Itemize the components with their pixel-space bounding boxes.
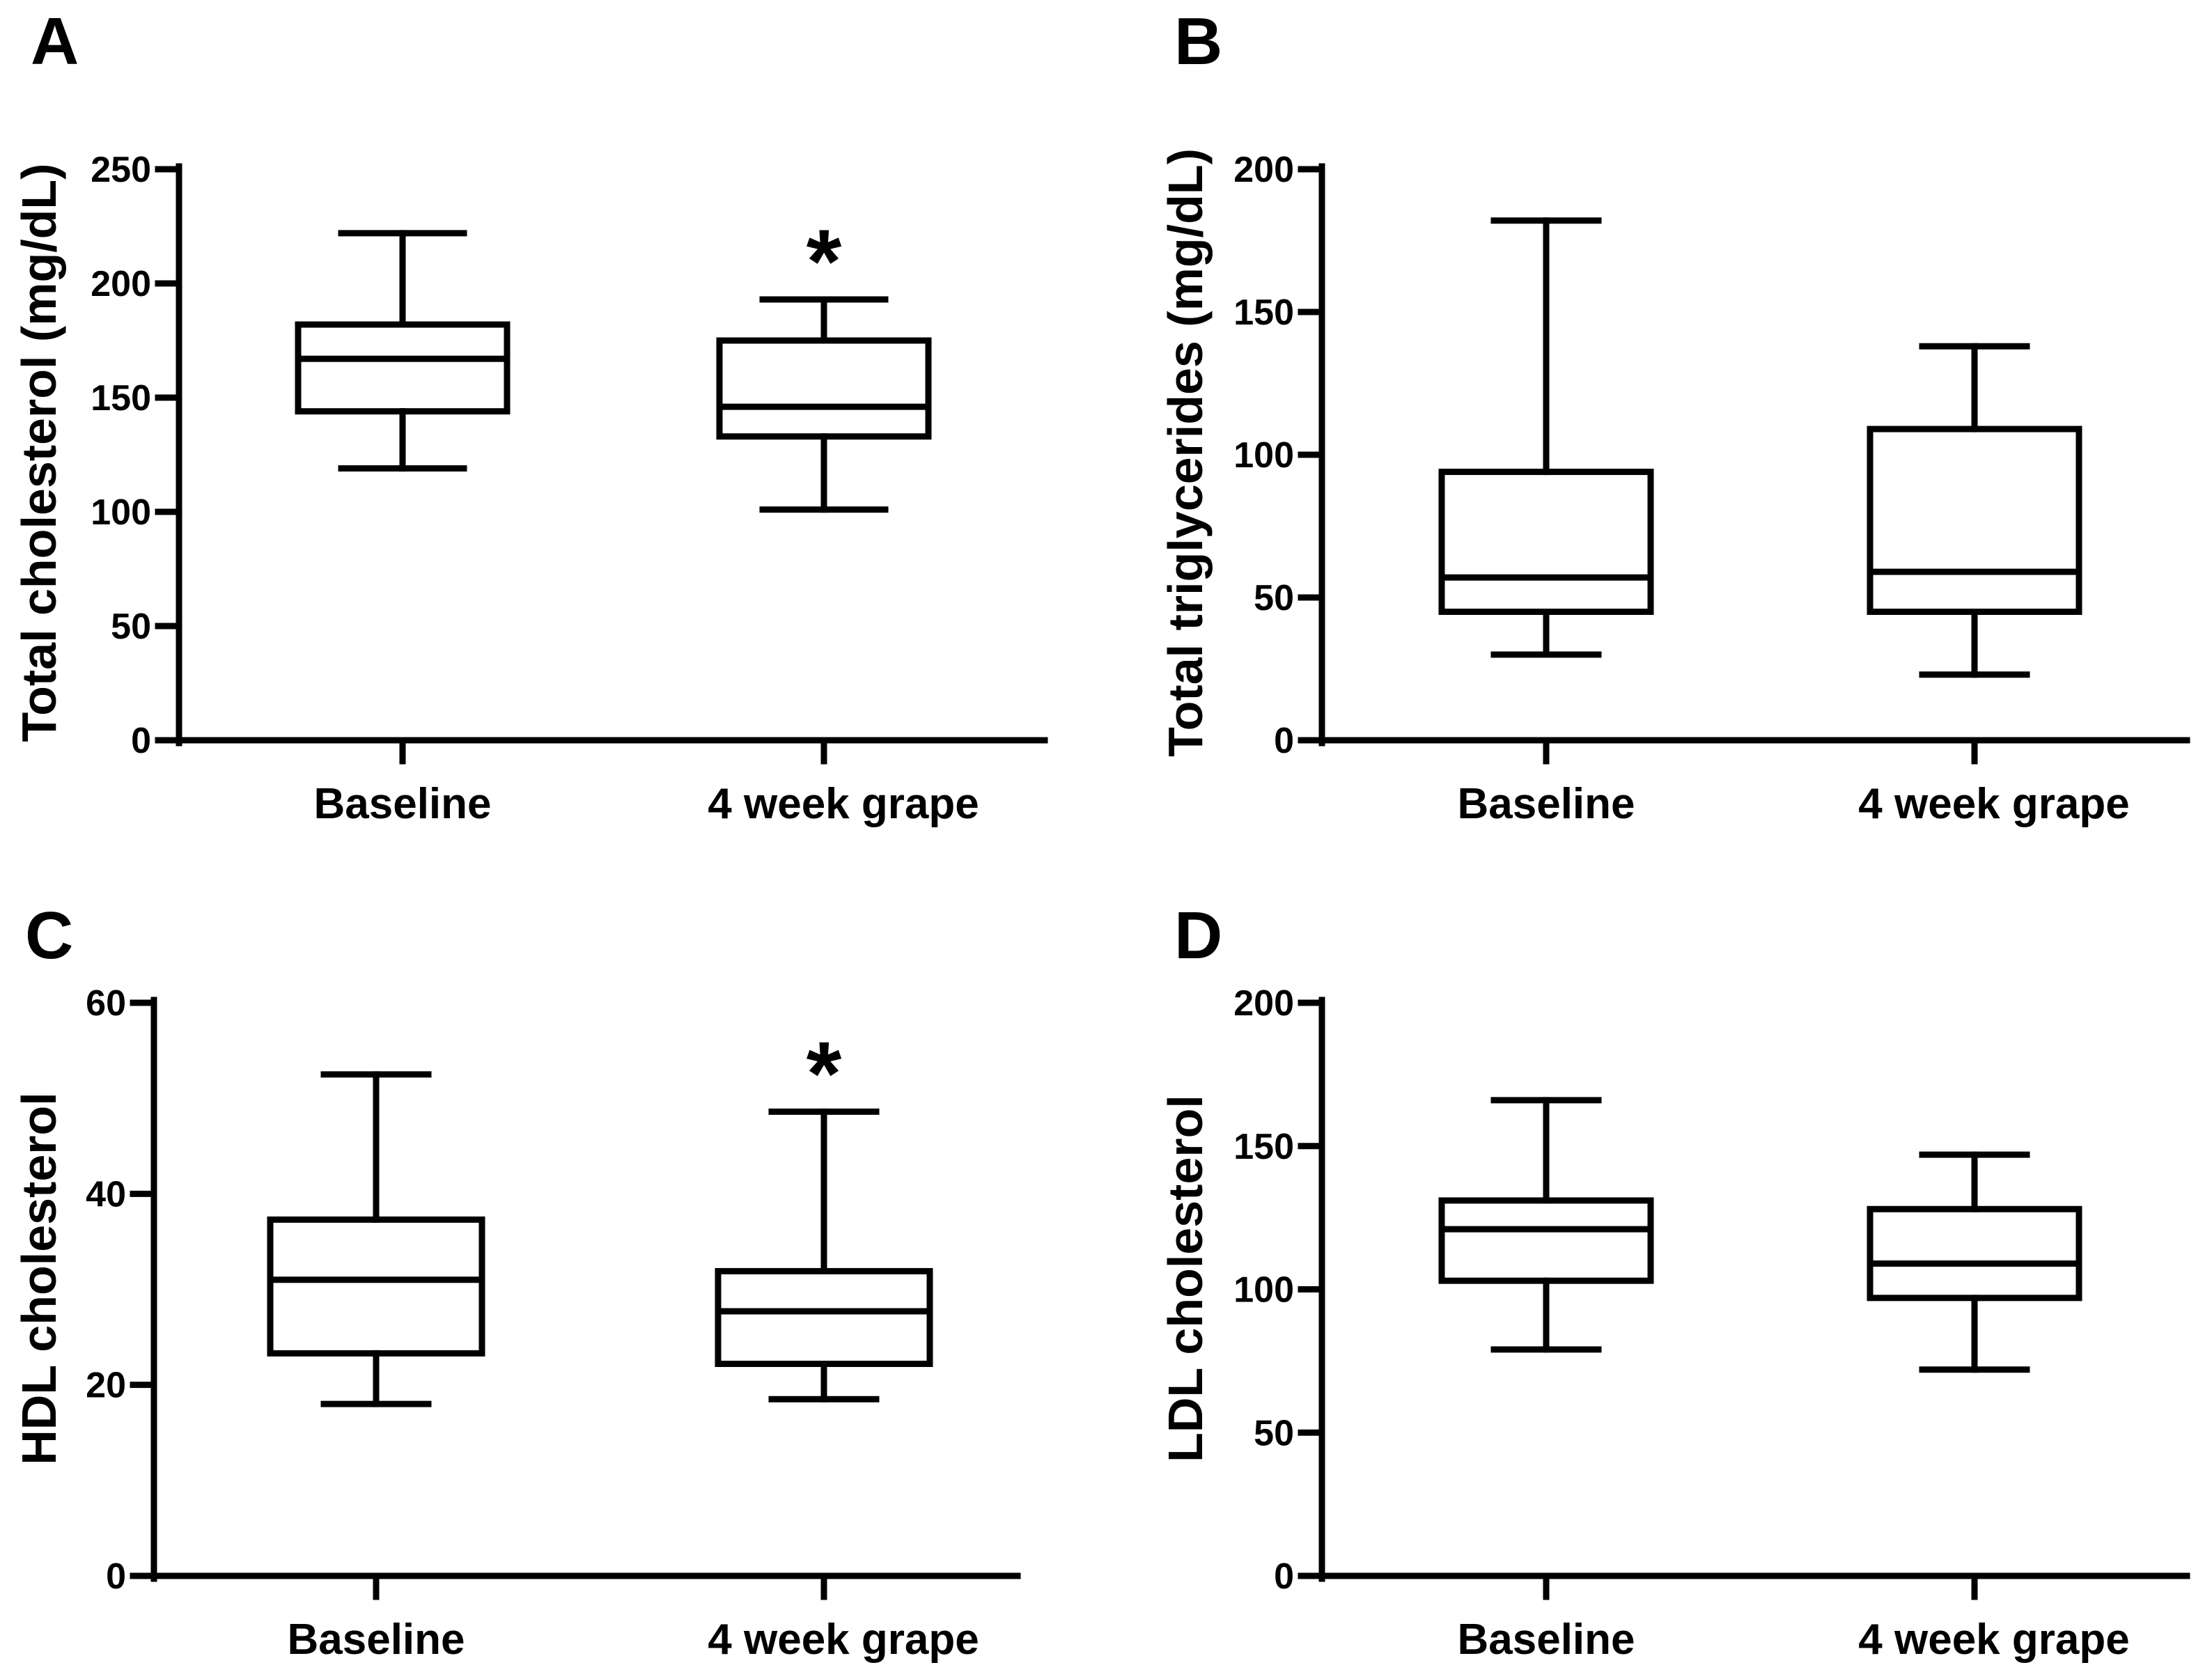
box-baseline bbox=[267, 1071, 485, 1407]
x-ticks: Baseline 4 week grape bbox=[1457, 737, 2130, 828]
x-ticks: Baseline 4 week grape bbox=[287, 1572, 979, 1664]
box-4-week-grape bbox=[1867, 1151, 2082, 1373]
y-tick-label-250: 250 bbox=[91, 150, 151, 190]
panel-letter: C bbox=[25, 898, 73, 973]
y-ticks: 0 50 100 150 200 bbox=[1233, 150, 1325, 761]
category-label-4-week-grape: 4 week grape bbox=[1858, 780, 2129, 828]
y-ticks: 0 20 40 60 bbox=[86, 983, 157, 1597]
y-tick-label-150: 150 bbox=[1233, 292, 1294, 333]
y-tick-label-100: 100 bbox=[91, 492, 151, 533]
box-4-week-grape: * bbox=[716, 210, 932, 513]
panel-d: D LDL cholesterol 0 50 100 150 200 Baseline … bbox=[1158, 898, 2190, 1664]
y-tick-label-50: 50 bbox=[1254, 578, 1294, 618]
y-tick-label-150: 150 bbox=[1233, 1127, 1294, 1167]
box-4-week-grape: * bbox=[715, 1022, 933, 1403]
panel-letter: D bbox=[1174, 898, 1222, 973]
category-label-4-week-grape: 4 week grape bbox=[708, 780, 979, 828]
panel-letter: B bbox=[1174, 4, 1222, 79]
y-tick-label-0: 0 bbox=[106, 1556, 126, 1597]
panel-b: B Total triglycerides (mg/dL) 0 50 100 150 2… bbox=[1158, 4, 2190, 828]
significance-asterisk: * bbox=[807, 1022, 842, 1124]
y-tick-label-200: 200 bbox=[1233, 150, 1294, 190]
y-tick-label-150: 150 bbox=[91, 378, 151, 419]
iqr-box bbox=[1438, 1197, 1654, 1284]
y-axis-title: LDL cholesterol bbox=[1158, 1095, 1213, 1462]
y-ticks: 0 50 100 150 200 bbox=[1233, 983, 1325, 1597]
y-axis-title: Total cholesterol (mg/dL) bbox=[12, 164, 66, 742]
y-tick-label-200: 200 bbox=[1233, 983, 1294, 1024]
iqr-box bbox=[267, 1216, 485, 1357]
panel-c: C HDL cholesterol 0 20 40 60 Baseline 4 wee… bbox=[12, 898, 1021, 1664]
panel-a: A Total cholesterol (mg/dL) 0 50 100 150 200… bbox=[12, 4, 1048, 828]
y-tick-label-60: 60 bbox=[86, 983, 126, 1024]
category-label-baseline: Baseline bbox=[313, 780, 491, 828]
y-tick-label-50: 50 bbox=[1254, 1413, 1294, 1453]
category-label-baseline: Baseline bbox=[287, 1616, 465, 1664]
y-axis-title: HDL cholesterol bbox=[12, 1092, 66, 1465]
category-label-baseline: Baseline bbox=[1457, 780, 1635, 828]
iqr-box bbox=[1438, 469, 1654, 615]
y-tick-label-100: 100 bbox=[1233, 1270, 1294, 1311]
y-ticks: 0 50 100 150 200 250 bbox=[91, 150, 182, 761]
box-plots: * bbox=[267, 1022, 933, 1407]
box-plots: * bbox=[295, 210, 932, 513]
y-tick-label-20: 20 bbox=[86, 1366, 126, 1406]
y-tick-label-0: 0 bbox=[131, 721, 151, 761]
category-label-4-week-grape: 4 week grape bbox=[1858, 1616, 2129, 1664]
iqr-box bbox=[1867, 425, 2082, 615]
box-baseline bbox=[295, 230, 511, 472]
y-axis-title: Total triglycerides (mg/dL) bbox=[1158, 148, 1213, 757]
y-tick-label-100: 100 bbox=[1233, 435, 1294, 476]
x-ticks: Baseline 4 week grape bbox=[1457, 1572, 2130, 1664]
box-4-week-grape bbox=[1867, 343, 2082, 678]
y-tick-label-0: 0 bbox=[1274, 721, 1294, 761]
iqr-box bbox=[1867, 1205, 2082, 1302]
iqr-box bbox=[715, 1267, 933, 1367]
category-label-4-week-grape: 4 week grape bbox=[708, 1616, 979, 1664]
box-baseline bbox=[1438, 1097, 1654, 1353]
y-tick-label-40: 40 bbox=[86, 1174, 126, 1214]
panel-letter: A bbox=[31, 4, 79, 79]
significance-asterisk: * bbox=[807, 210, 842, 312]
y-tick-label-50: 50 bbox=[111, 607, 151, 647]
y-tick-label-0: 0 bbox=[1274, 1556, 1294, 1597]
iqr-box bbox=[716, 337, 932, 440]
box-plots bbox=[1438, 217, 2082, 678]
iqr-box bbox=[295, 321, 511, 415]
category-label-baseline: Baseline bbox=[1457, 1616, 1635, 1664]
box-plots bbox=[1438, 1097, 2082, 1373]
x-ticks: Baseline 4 week grape bbox=[313, 737, 979, 828]
box-baseline bbox=[1438, 217, 1654, 658]
y-tick-label-200: 200 bbox=[91, 264, 151, 304]
